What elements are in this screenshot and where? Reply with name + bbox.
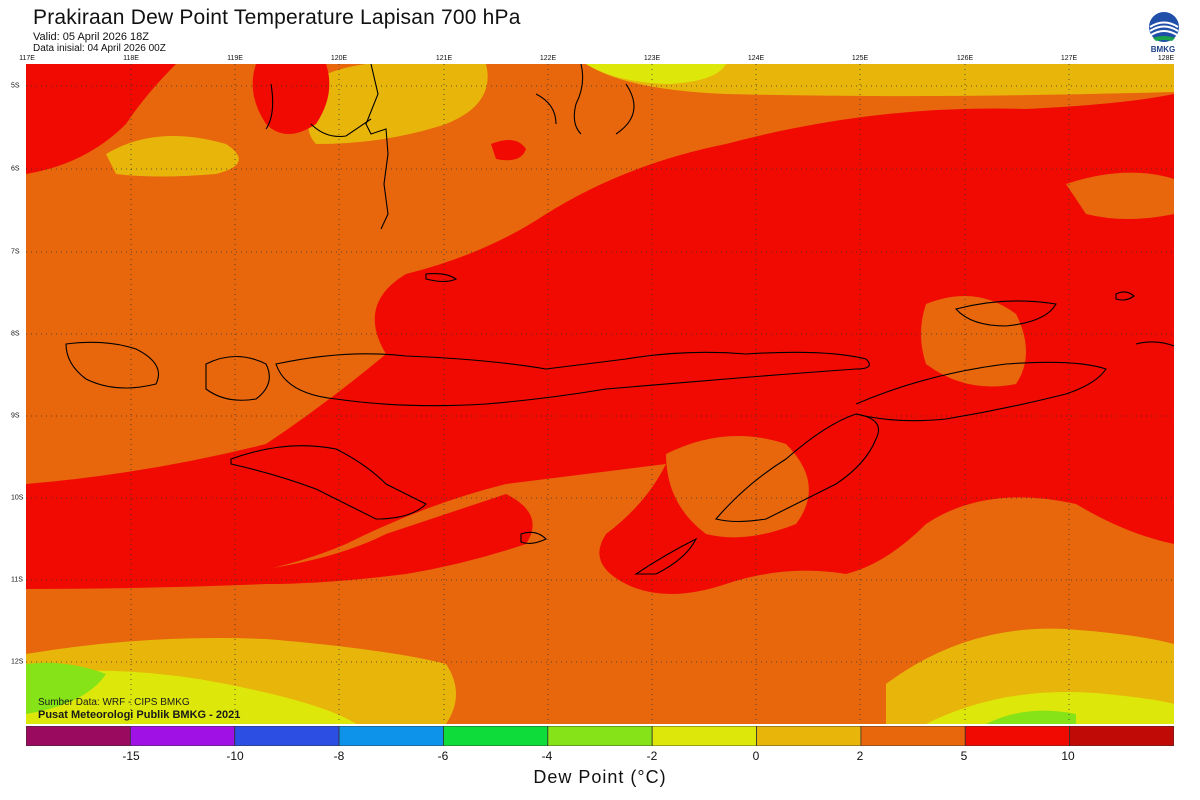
contour-5-10 xyxy=(26,64,176,174)
contour-0-2 xyxy=(586,64,726,84)
colorbar-segment xyxy=(234,726,340,746)
contour-2-5 xyxy=(26,389,236,444)
colorbar-segment xyxy=(26,726,131,746)
colorbar-segment xyxy=(964,726,1071,746)
colorbar-segment xyxy=(547,726,653,746)
lon-label: 119E xyxy=(227,55,243,62)
colorbar-segment xyxy=(338,726,444,746)
publisher: Pusat Meteorologi Publik BMKG - 2021 xyxy=(38,709,241,721)
contour-2-5 xyxy=(666,436,809,538)
lat-label: 8S xyxy=(11,330,20,338)
data-source: Sumber Data: WRF - CIPS BMKG xyxy=(38,697,190,708)
contour-0-2 xyxy=(26,670,356,724)
lat-label: 6S xyxy=(11,165,20,173)
logo-text: BMKG xyxy=(1150,45,1176,54)
coastlines xyxy=(65,64,1174,575)
lon-label: 121E xyxy=(435,55,453,62)
lon-label: 124E xyxy=(747,55,765,62)
lon-label: 128E xyxy=(1157,55,1175,62)
contour-neg2-0 xyxy=(26,662,106,714)
colorbar-segment xyxy=(756,726,862,746)
lon-label: 123E xyxy=(643,55,661,62)
colorbar-segment xyxy=(651,726,757,746)
colorbar-tick: -4 xyxy=(541,749,553,763)
lat-label: 12S xyxy=(11,658,24,666)
colorbar-tick: -10 xyxy=(226,749,244,763)
lon-label: 118E xyxy=(123,55,139,62)
lon-label: 122E xyxy=(539,55,557,62)
contour-2-5 xyxy=(1066,172,1174,219)
contour-2-5 xyxy=(921,296,1026,387)
colorbar-title: Dew Point (°C) xyxy=(533,767,667,787)
lon-label: 125E xyxy=(851,55,869,62)
map-title: Prakiraan Dew Point Temperature Lapisan … xyxy=(33,6,521,29)
contour-5-10 xyxy=(491,140,526,161)
colorbar xyxy=(26,726,1174,746)
colorbar-segment xyxy=(1069,726,1174,746)
lat-label: 10S xyxy=(11,494,24,502)
lon-label: 120E xyxy=(330,55,348,62)
lat-label: 9S xyxy=(11,412,20,420)
valid-time: Valid: 05 April 2026 18Z xyxy=(33,31,149,43)
lat-label: 5S xyxy=(11,82,20,90)
colorbar-segment xyxy=(860,726,966,746)
lon-label: 117E xyxy=(19,55,35,62)
bmkg-logo-icon xyxy=(1149,12,1179,42)
init-time: Data inisial: 04 April 2026 00Z xyxy=(33,43,166,54)
lon-label: 126E xyxy=(956,55,974,62)
contour-2-4 xyxy=(308,64,488,144)
colorbar-tick: -8 xyxy=(333,749,345,763)
colorbar-tick: 5 xyxy=(960,749,968,763)
colorbar-tick: -15 xyxy=(122,749,140,763)
colorbar-tick: -6 xyxy=(437,749,449,763)
colorbar-tick: 0 xyxy=(752,749,760,763)
contour-2-5 xyxy=(26,310,173,364)
contour-5-10 xyxy=(252,64,330,134)
lat-label: 7S xyxy=(11,248,20,256)
contour-5-10 xyxy=(26,494,533,589)
contour-0-2 xyxy=(926,692,1174,724)
dew-point-map xyxy=(26,64,1174,724)
contour-neg2-0 xyxy=(986,710,1076,724)
colorbar-tick: -2 xyxy=(646,749,658,763)
lat-label: 11S xyxy=(11,576,23,584)
colorbar-segment xyxy=(129,726,236,746)
lon-label: 127E xyxy=(1060,55,1078,62)
lat-lon-grid xyxy=(26,64,1174,724)
colorbar-tick: 2 xyxy=(856,749,864,763)
contour-5-10 xyxy=(26,94,1174,594)
contour-2-4 xyxy=(106,136,239,177)
colorbar-tick: 10 xyxy=(1061,749,1075,763)
colorbar-segment xyxy=(443,726,549,746)
